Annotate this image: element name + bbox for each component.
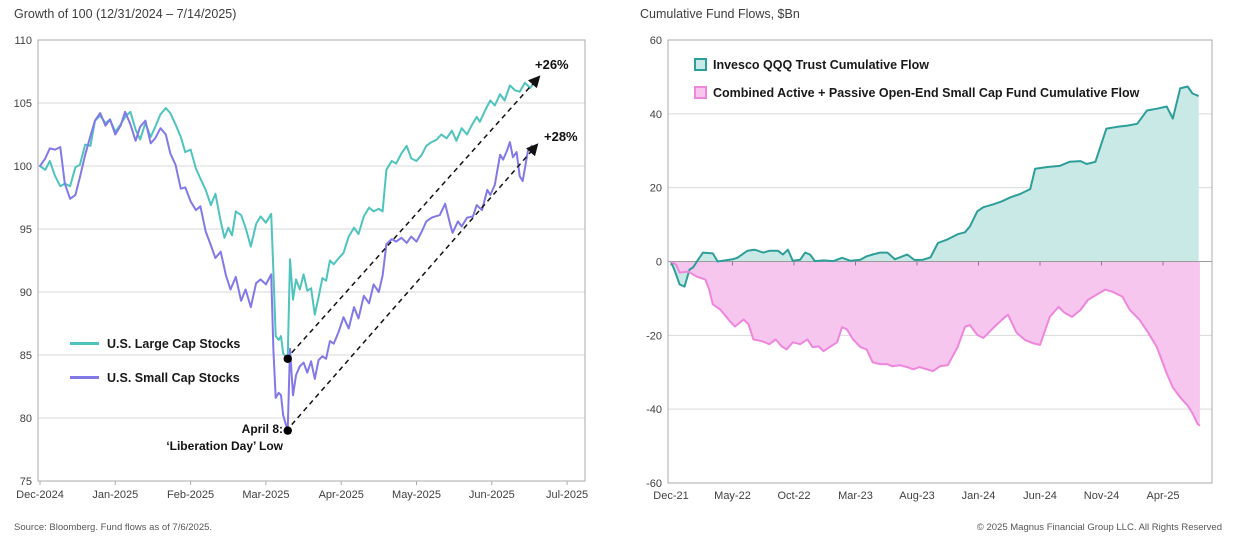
legend-item-large-cap: U.S. Large Cap Stocks xyxy=(70,335,240,352)
axis-tick-label: 85 xyxy=(20,350,32,362)
qqq-flow-line xyxy=(670,85,1200,288)
cumulative-fund-flows-chart: Cumulative Fund Flows, $Bn Dec-21 May-22 O… xyxy=(630,0,1234,543)
axis-tick-label: Jan-2025 xyxy=(92,489,138,501)
axis-tick-label: Dec-21 xyxy=(653,490,688,502)
axis-tick-label: Jan-24 xyxy=(962,490,996,502)
small-cap-flow-area xyxy=(671,261,1200,426)
annotation-small-cap-gain: +28% xyxy=(544,129,578,144)
axis-tick-label: -20 xyxy=(646,330,662,342)
legend-label-small-cap: U.S. Small Cap Stocks xyxy=(107,370,240,385)
u-s-small-cap-stocks-line xyxy=(39,110,533,432)
annotation-low-label: April 8: xyxy=(241,422,283,436)
large-cap-line-swatch xyxy=(70,342,99,345)
legend-item-small-cap: U.S. Small Cap Stocks xyxy=(70,369,240,386)
axis-tick-label: 80 xyxy=(20,413,32,425)
legend-item-small-cap-flow: Combined Active + Passive Open-End Small… xyxy=(694,85,1140,100)
u-s-large-cap-stocks-line xyxy=(39,80,536,360)
qqq-flow-area xyxy=(671,86,1199,287)
axis-tick-label: -40 xyxy=(646,404,662,416)
axis-tick-label: Aug-23 xyxy=(899,490,934,502)
large-cap-rebound-arrow xyxy=(291,75,541,354)
large-cap-low-dot xyxy=(283,354,292,363)
axis-tick-label: 40 xyxy=(650,109,662,121)
plot-border xyxy=(667,39,1213,484)
source-note: Source: Bloomberg. Fund flows as of 7/6/… xyxy=(14,522,213,533)
axis-tick-label: May-22 xyxy=(714,490,751,502)
small-cap-rebound-arrow xyxy=(291,143,539,426)
liberation-day-low-dot xyxy=(283,426,292,435)
axis-tick-label: 110 xyxy=(14,35,32,47)
axis-tick-label: 100 xyxy=(14,161,32,173)
plot-border xyxy=(37,39,586,482)
axis-tick-label: Jun-24 xyxy=(1023,490,1057,502)
right-chart-legend: Invesco QQQ Trust Cumulative Flow Combin… xyxy=(694,58,1139,114)
axis-tick-label: Jun-2025 xyxy=(469,489,515,501)
legend-item-qqq-flow: Invesco QQQ Trust Cumulative Flow xyxy=(694,57,1139,72)
axis-tick-label: May-2025 xyxy=(392,489,441,501)
axis-tick-label: Jul-2025 xyxy=(546,489,588,501)
axis-tick-label: Mar-2025 xyxy=(242,489,289,501)
axis-tick-label: Apr-25 xyxy=(1146,490,1179,502)
legend-label-large-cap: U.S. Large Cap Stocks xyxy=(107,336,241,351)
axis-tick-label: Dec-2024 xyxy=(16,489,64,501)
axis-tick-label: Apr-2025 xyxy=(319,489,364,501)
copyright-note: © 2025 Magnus Financial Group LLC. All R… xyxy=(976,522,1222,533)
axis-tick-label: Feb-2025 xyxy=(167,489,214,501)
legend-label-small-cap-flow: Combined Active + Passive Open-End Small… xyxy=(713,85,1140,100)
growth-of-100-chart: Growth of 100 (12/31/2024 – 7/14/2025) 1… xyxy=(14,7,589,501)
axis-tick-label: 0 xyxy=(656,257,662,269)
axis-tick-label: Mar-23 xyxy=(838,490,873,502)
left-chart-title: Growth of 100 (12/31/2024 – 7/14/2025) xyxy=(14,7,237,21)
small-cap-flow-line xyxy=(670,260,1201,427)
right-chart-plot: Dec-21 May-22 Oct-22 Mar-23 Aug-23 Jan-24 Jun-… xyxy=(646,35,1213,502)
qqq-legend-swatch xyxy=(694,58,707,71)
annotation-large-cap-gain: +26% xyxy=(535,57,569,72)
axis-tick-label: 75 xyxy=(20,476,32,488)
axis-tick-label: 95 xyxy=(20,224,32,236)
right-chart-title: Cumulative Fund Flows, $Bn xyxy=(640,7,800,21)
axis-tick-label: Oct-22 xyxy=(777,490,810,502)
axis-tick-label: 60 xyxy=(650,35,662,47)
small-cap-line-swatch xyxy=(70,376,99,379)
axis-tick-label: Nov-24 xyxy=(1084,490,1119,502)
annotation-liberation-day-low: April 8: ‘Liberation Day’ Low xyxy=(166,421,283,455)
annotation-low-sublabel: ‘Liberation Day’ Low xyxy=(166,439,283,453)
axis-tick-label: 20 xyxy=(650,183,662,195)
axis-tick-label: 90 xyxy=(20,287,32,299)
legend-label-qqq-flow: Invesco QQQ Trust Cumulative Flow xyxy=(713,57,930,72)
left-chart-legend: U.S. Large Cap Stocks U.S. Small Cap Sto… xyxy=(70,335,240,403)
axis-tick-label: 105 xyxy=(14,98,32,110)
axis-tick-label: -60 xyxy=(646,478,662,490)
small-cap-fund-legend-swatch xyxy=(694,86,707,99)
